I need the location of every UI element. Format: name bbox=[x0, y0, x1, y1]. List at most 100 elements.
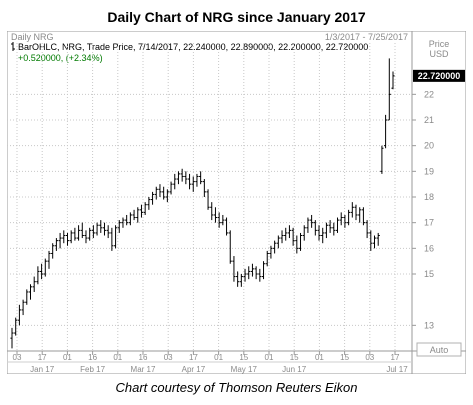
ohlc-bar bbox=[73, 227, 77, 241]
ohlc-bar bbox=[258, 268, 262, 282]
ohlc-bar bbox=[224, 217, 229, 236]
ohlc-bar bbox=[91, 225, 95, 239]
ohlc-bar bbox=[69, 230, 73, 244]
month-labels: Jan 17 Feb 17 Mar 17 Apr 17 May 17 Jun 17 Jul … bbox=[30, 365, 408, 374]
ohlc-bar bbox=[206, 189, 210, 210]
ohlc-bar bbox=[306, 217, 310, 233]
ohlc-bar bbox=[132, 209, 136, 221]
ohlc-bar bbox=[158, 184, 162, 197]
ohlc-bar bbox=[187, 173, 192, 190]
y-axis-ticks: 13 15 16 17 18 19 20 21 22 bbox=[412, 89, 434, 330]
ohlc-bar bbox=[376, 232, 380, 246]
x-tick-label: 03 bbox=[365, 353, 374, 362]
chart-panel[interactable]: Daily NRG 1/3/2017 - 7/25/2017 Price USD… bbox=[6, 30, 467, 375]
ohlc-bar bbox=[332, 222, 336, 236]
ohlc-chart[interactable]: Daily NRG 1/3/2017 - 7/25/2017 Price USD… bbox=[6, 30, 467, 375]
ohlc-bar bbox=[254, 266, 258, 280]
ohlc-bar bbox=[150, 191, 155, 205]
ohlc-bar bbox=[199, 171, 203, 185]
ohlc-bar bbox=[276, 235, 280, 249]
last-price-tag: 22.720000 bbox=[413, 69, 465, 82]
x-tick-label: 01 bbox=[113, 353, 122, 362]
ohlc-bar bbox=[14, 317, 18, 336]
ohlc-bar bbox=[232, 256, 236, 282]
ohlc-bar bbox=[113, 225, 118, 249]
x-tick-label: 03 bbox=[164, 353, 173, 362]
ohlc-bar bbox=[95, 222, 99, 236]
y-tick-label: 15 bbox=[424, 269, 434, 279]
ohlc-bar bbox=[365, 220, 369, 239]
ohlc-bar bbox=[65, 232, 70, 246]
y-tick-label: 21 bbox=[424, 115, 434, 125]
ohlc-bar bbox=[202, 179, 206, 197]
ohlc-bar bbox=[335, 217, 340, 233]
month-label: May 17 bbox=[231, 365, 258, 374]
price-axis-label: Price bbox=[429, 39, 450, 49]
x-tick-label: 15 bbox=[340, 353, 349, 362]
ohlc-bar bbox=[236, 271, 240, 287]
ohlc-bar bbox=[372, 235, 377, 249]
change-line: +0.520000, (+2.34%) bbox=[18, 53, 103, 63]
x-axis-ticks: 03 17 01 16 01 16 03 17 01 15 01 15 01 15 03 17 bbox=[13, 351, 400, 362]
ohlc-bar bbox=[36, 266, 40, 285]
panel-name: Daily NRG bbox=[11, 32, 54, 42]
ohlc-bar bbox=[17, 304, 21, 326]
x-tick-label: 15 bbox=[239, 353, 248, 362]
y-tick-label: 20 bbox=[424, 141, 434, 151]
ohlc-bar bbox=[247, 266, 251, 280]
ohlc-bar bbox=[213, 207, 218, 223]
ohlc-bars bbox=[10, 58, 395, 349]
month-label: Apr 17 bbox=[182, 365, 206, 374]
ohlc-bar bbox=[291, 227, 295, 246]
ohlc-bar bbox=[265, 250, 269, 267]
ohlc-bar bbox=[54, 238, 58, 251]
x-tick-label: 16 bbox=[88, 353, 97, 362]
ohlc-bar bbox=[321, 227, 325, 244]
month-label: Jan 17 bbox=[30, 365, 55, 374]
x-tick-label: 01 bbox=[214, 353, 223, 362]
ohlc-bar bbox=[43, 258, 47, 277]
ohlc-bar bbox=[121, 217, 125, 228]
ohlc-bar bbox=[350, 202, 354, 218]
ohlc-bar bbox=[384, 114, 388, 149]
ohlc-bar bbox=[339, 212, 343, 226]
ohlc-bar bbox=[162, 186, 166, 200]
ohlc-bar bbox=[62, 230, 66, 244]
x-tick-label: 03 bbox=[13, 353, 22, 362]
currency-label: USD bbox=[429, 49, 449, 59]
ohlc-bar bbox=[380, 145, 384, 174]
ohlc-bar bbox=[169, 181, 173, 195]
ohlc-bar bbox=[28, 284, 33, 300]
ohlc-bar bbox=[317, 225, 321, 241]
ohlc-bar bbox=[195, 173, 199, 187]
ohlc-bar bbox=[47, 250, 51, 269]
ohlc-bar bbox=[173, 173, 177, 190]
ohlc-bar bbox=[343, 214, 347, 228]
ohlc-bar bbox=[80, 222, 84, 239]
ohlc-bar bbox=[387, 58, 391, 121]
ohlc-bar bbox=[165, 189, 169, 203]
x-tick-label: 17 bbox=[189, 353, 198, 362]
ohlc-bar bbox=[243, 268, 247, 282]
ohlc-bar bbox=[184, 171, 188, 185]
ohlc-bar bbox=[269, 245, 273, 259]
auto-scale-button[interactable]: Auto bbox=[416, 342, 462, 357]
ohlc-bar bbox=[84, 230, 88, 244]
x-tick-label: 15 bbox=[290, 353, 299, 362]
ohlc-bar bbox=[324, 222, 329, 239]
ohlc-bar bbox=[128, 212, 132, 226]
ohlc-bar bbox=[354, 204, 358, 221]
ohlc-bar bbox=[273, 240, 277, 254]
ohlc-bar bbox=[110, 227, 114, 251]
ohlc-bar bbox=[228, 230, 232, 264]
ohlc-bar bbox=[76, 225, 81, 241]
month-label: Jun 17 bbox=[282, 365, 307, 374]
ohlc-bar bbox=[88, 227, 92, 241]
ohlc-bar bbox=[210, 202, 214, 221]
x-tick-label: 01 bbox=[265, 353, 274, 362]
date-range: 1/3/2017 - 7/25/2017 bbox=[325, 32, 408, 42]
ohlc-bar bbox=[58, 232, 62, 249]
ohlc-bar bbox=[361, 207, 366, 226]
y-tick-label: 13 bbox=[424, 320, 434, 330]
ohlc-bar bbox=[32, 276, 36, 292]
